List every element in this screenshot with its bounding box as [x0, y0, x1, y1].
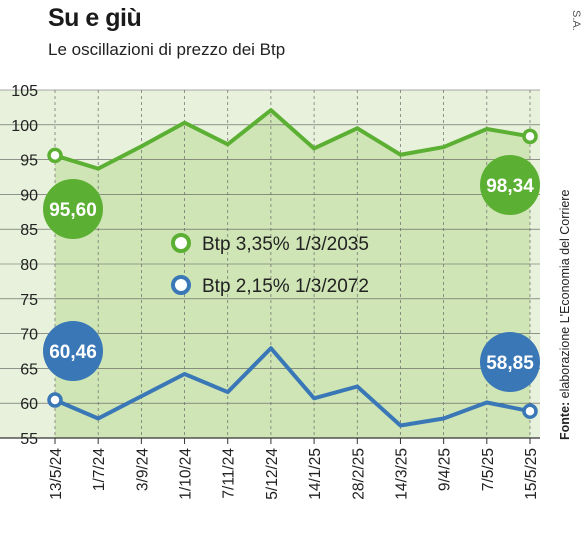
series-2-endpoint — [522, 403, 538, 419]
x-tick-label: 14/1/25 — [307, 448, 324, 500]
y-tick-label: 95 — [20, 153, 38, 170]
green-area-fill — [55, 110, 530, 439]
x-tick-label: 1/7/24 — [91, 448, 108, 491]
x-tick-label: 7/11/24 — [221, 448, 238, 499]
x-tick-label: 7/5/25 — [480, 448, 497, 491]
chart-subtitle: Le oscillazioni di prezzo dei Btp — [48, 40, 286, 59]
x-tick-label: 13/5/24 — [48, 448, 65, 500]
series-1-endpoint — [47, 147, 63, 164]
y-tick-label: 65 — [20, 361, 38, 378]
series-2-endpoint — [47, 392, 63, 408]
value-bubble-label: 58,85 — [486, 353, 534, 374]
legend-label-2: Btp 2,15% 1/3/2072 — [202, 276, 369, 297]
legend-label-1: Btp 3,35% 1/3/2035 — [202, 234, 369, 255]
x-tick-label: 15/5/25 — [523, 448, 540, 500]
y-tick-label: 60 — [20, 396, 38, 413]
value-bubble — [480, 155, 540, 215]
x-tick-label: 3/9/24 — [134, 448, 151, 491]
value-bubble-label: 98,34 — [486, 176, 534, 197]
y-tick-label: 75 — [20, 292, 38, 309]
value-bubble — [43, 179, 103, 239]
value-bubble — [43, 321, 103, 381]
series-1-endpoint — [522, 128, 538, 145]
x-tick-label: 9/4/25 — [437, 448, 454, 491]
y-tick-label: 90 — [20, 187, 38, 204]
series-line-2 — [53, 346, 532, 428]
x-tick-label: 28/2/25 — [350, 448, 367, 500]
y-tick-label: 55 — [20, 431, 38, 448]
x-tick-label: 1/10/24 — [178, 448, 195, 500]
value-bubble — [480, 332, 540, 392]
y-tick-label: 105 — [11, 83, 38, 100]
y-tick-label: 85 — [20, 222, 38, 239]
value-bubble-label: 95,60 — [49, 200, 97, 221]
y-tick-label: 100 — [11, 118, 38, 135]
author-credit: S.A. — [570, 10, 582, 31]
legend-marker-2 — [171, 275, 191, 295]
x-tick-label: 14/3/25 — [393, 448, 410, 500]
series-line-1 — [53, 108, 532, 171]
legend-marker-1 — [171, 233, 191, 253]
x-tick-label: 5/12/24 — [264, 448, 281, 500]
y-tick-label: 80 — [20, 257, 38, 274]
chart-title: Su e giù — [48, 4, 142, 32]
y-tick-label: 70 — [20, 327, 38, 344]
value-bubble-label: 60,46 — [49, 342, 97, 363]
